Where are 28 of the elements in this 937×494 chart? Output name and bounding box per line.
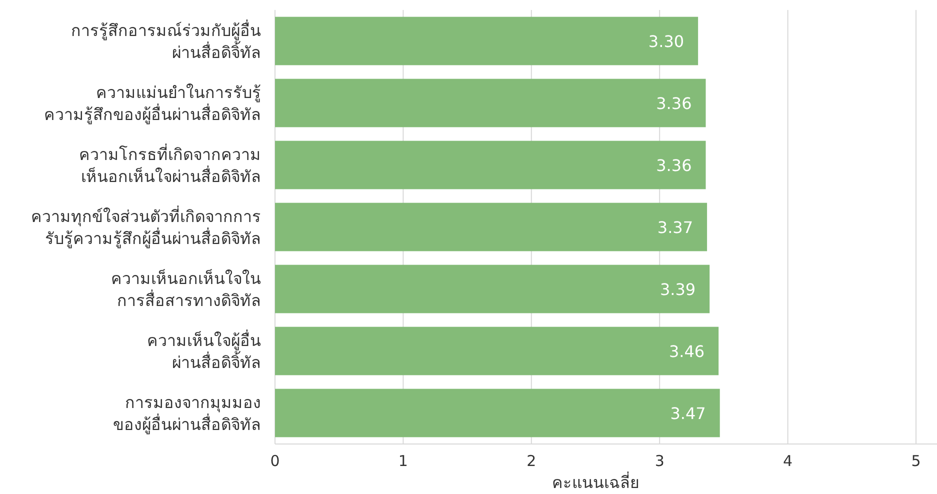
y-tick-label: การรู้สึกอารมณ์ร่วมกับผู้อื่น ผ่านสื่อดิจิ้ทัล (71, 19, 261, 62)
x-tick-label: 1 (398, 452, 408, 470)
bar (275, 264, 710, 314)
data-label: 3.30 (648, 32, 684, 51)
y-tick-label: การมองจากมุมมอง ของผู้อื่นผ่านสื่อดิจิทัล (113, 393, 261, 435)
bar (275, 16, 698, 66)
data-label: 3.47 (670, 404, 706, 423)
y-tick-label: ความทุกข์ใจส่วนตัวที่เกิดจากการ รับรู้ความรู้สึกผู้อื่นผ่านสื่อดิจิทัล (31, 205, 261, 249)
data-label: 3.36 (656, 156, 692, 175)
y-tick-label: ความเห็นใจผู้อื่น ผ่านสื่อดิจิ้ทัล (147, 329, 261, 372)
data-label: 3.39 (660, 280, 696, 299)
y-tick-label: ความแม่นยำในการรับรู้ ความรู้สึกของผู้อื่นผ่านสื่อดิจิทัล (44, 83, 261, 125)
x-tick-label: 3 (654, 452, 664, 470)
y-tick-label: ความเห็นอกเห็นใจใน การสื่อสารทางดิจิทัล (111, 268, 261, 310)
x-tick-label: 4 (783, 452, 793, 470)
x-tick-label: 2 (526, 452, 536, 470)
x-tick-label: 0 (270, 452, 280, 470)
bar (275, 326, 719, 376)
bar (275, 202, 708, 252)
data-label: 3.46 (668, 342, 705, 361)
data-label: 3.37 (657, 218, 694, 237)
bar (275, 78, 706, 128)
bar (275, 388, 720, 438)
x-axis-title: คะแนนเฉลี่ย (552, 471, 639, 492)
data-label: 3.36 (656, 94, 692, 113)
y-tick-label: ความโกรธที่เกิดจากความ เห็นอกเห็นใจผ่านสื่อดิจิทัล (79, 143, 261, 186)
bar (275, 140, 706, 190)
x-tick-label: 5 (911, 452, 921, 470)
